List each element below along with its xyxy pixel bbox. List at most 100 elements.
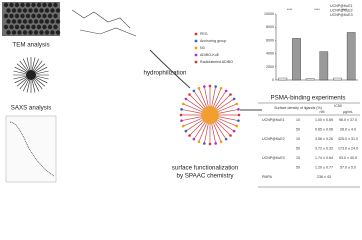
graphical-abstract: TEM analysis SAXS analysis hydrophilizat… — [2, 2, 360, 188]
ligand-end — [237, 119, 240, 122]
tem-dot — [50, 8, 55, 13]
cell: 10 — [296, 156, 300, 160]
cell: 28.0 ± 4.0 — [340, 127, 356, 131]
tem-dot — [25, 13, 31, 19]
cell: 50 — [296, 127, 300, 131]
tem-dot — [31, 2, 36, 8]
ligand — [214, 91, 226, 108]
tem-dot — [14, 13, 20, 19]
cell: 1.00 ± 0.69 — [315, 118, 333, 122]
tem-dot — [47, 13, 53, 19]
y-tick-label: 8000 — [266, 25, 274, 29]
ligand — [186, 99, 203, 111]
tem-dot — [39, 19, 44, 24]
tem-dot — [17, 8, 22, 13]
ligand — [204, 123, 209, 143]
bar — [305, 78, 315, 81]
tem-dot — [50, 30, 55, 35]
ligand-end — [192, 137, 196, 141]
legend-marker — [194, 60, 198, 64]
tem-dot — [42, 2, 47, 8]
ligand — [182, 116, 202, 121]
ligand — [182, 109, 202, 114]
ligand-end — [214, 142, 217, 145]
ligand-end — [224, 137, 228, 141]
tem-dot — [33, 30, 39, 35]
legend-marker — [194, 39, 198, 43]
cell: 50 — [296, 146, 300, 150]
y-tick-label: 10000 — [264, 12, 274, 16]
ligand-end — [219, 86, 223, 90]
cell: UCNP@KuE1 — [262, 118, 285, 122]
core — [26, 70, 36, 80]
cell: 173.0 ± 24.0 — [338, 146, 358, 150]
cell: 96.0 ± 37.0 — [339, 118, 357, 122]
ligand-end — [179, 113, 183, 117]
bar — [292, 38, 301, 81]
ligand-end — [192, 89, 196, 93]
ligand — [217, 99, 234, 111]
saxs-particle — [13, 57, 49, 93]
tem-dot — [20, 24, 25, 30]
tem-dot — [14, 24, 20, 30]
ligand — [218, 118, 237, 127]
ligand — [213, 123, 222, 142]
ligand-end — [184, 129, 188, 133]
ligand — [189, 94, 204, 109]
y-tick-label: 2000 — [266, 65, 274, 69]
tem-dot — [55, 19, 61, 24]
ligand — [194, 91, 206, 108]
ligand-end — [224, 89, 228, 93]
ligand — [211, 87, 216, 107]
tem-dot — [55, 30, 61, 35]
ligand — [218, 116, 238, 121]
tem-dot — [47, 2, 53, 8]
legend-label: Radiolabeled ADIBO — [200, 60, 233, 64]
cell: 10 — [296, 137, 300, 141]
tem-dot — [44, 19, 50, 24]
ligand — [204, 87, 209, 107]
tem-dot — [53, 2, 58, 8]
tem-label: TEM analysis — [12, 42, 49, 49]
tem-dot — [42, 13, 47, 19]
tem-dot — [50, 19, 55, 24]
ligand-end — [214, 85, 217, 88]
tem-dot — [55, 8, 61, 13]
bar — [278, 77, 288, 81]
tem-dot — [17, 19, 22, 24]
ligand-end — [197, 86, 201, 90]
ligand — [198, 88, 207, 107]
ligand — [216, 94, 231, 109]
ligand — [186, 119, 203, 131]
tem-dot — [3, 24, 9, 30]
tem-dot — [9, 13, 14, 19]
tem-dot — [47, 24, 53, 30]
cell: 1.20 ± 0.77 — [315, 165, 333, 169]
bar — [333, 77, 342, 81]
tem-dot — [25, 24, 31, 30]
ligand-end — [232, 129, 236, 133]
tem-dot — [6, 19, 11, 24]
saxs-label: SAXS analysis — [11, 105, 52, 112]
y-tick-label: 4000 — [266, 52, 274, 56]
ligand — [183, 103, 202, 112]
ligand-end — [237, 108, 240, 111]
core — [201, 106, 219, 124]
ligand-end — [237, 113, 241, 117]
bar — [319, 51, 329, 81]
ligand — [214, 122, 226, 139]
ligand — [217, 119, 234, 131]
th: µg/mL — [343, 110, 353, 114]
arrow — [149, 49, 191, 89]
hydrophilization-label: hydrophilization — [144, 70, 188, 77]
bar — [346, 32, 356, 81]
tem-dot — [28, 19, 33, 24]
tem-dot — [11, 8, 17, 13]
tem-dot — [11, 19, 17, 24]
cell: 0.65 ± 0.06 — [315, 127, 333, 131]
tem-dot — [36, 24, 42, 30]
legend-marker — [194, 32, 198, 36]
ligand — [198, 123, 207, 142]
tem-dot — [33, 8, 39, 13]
ligand-end — [219, 140, 223, 144]
